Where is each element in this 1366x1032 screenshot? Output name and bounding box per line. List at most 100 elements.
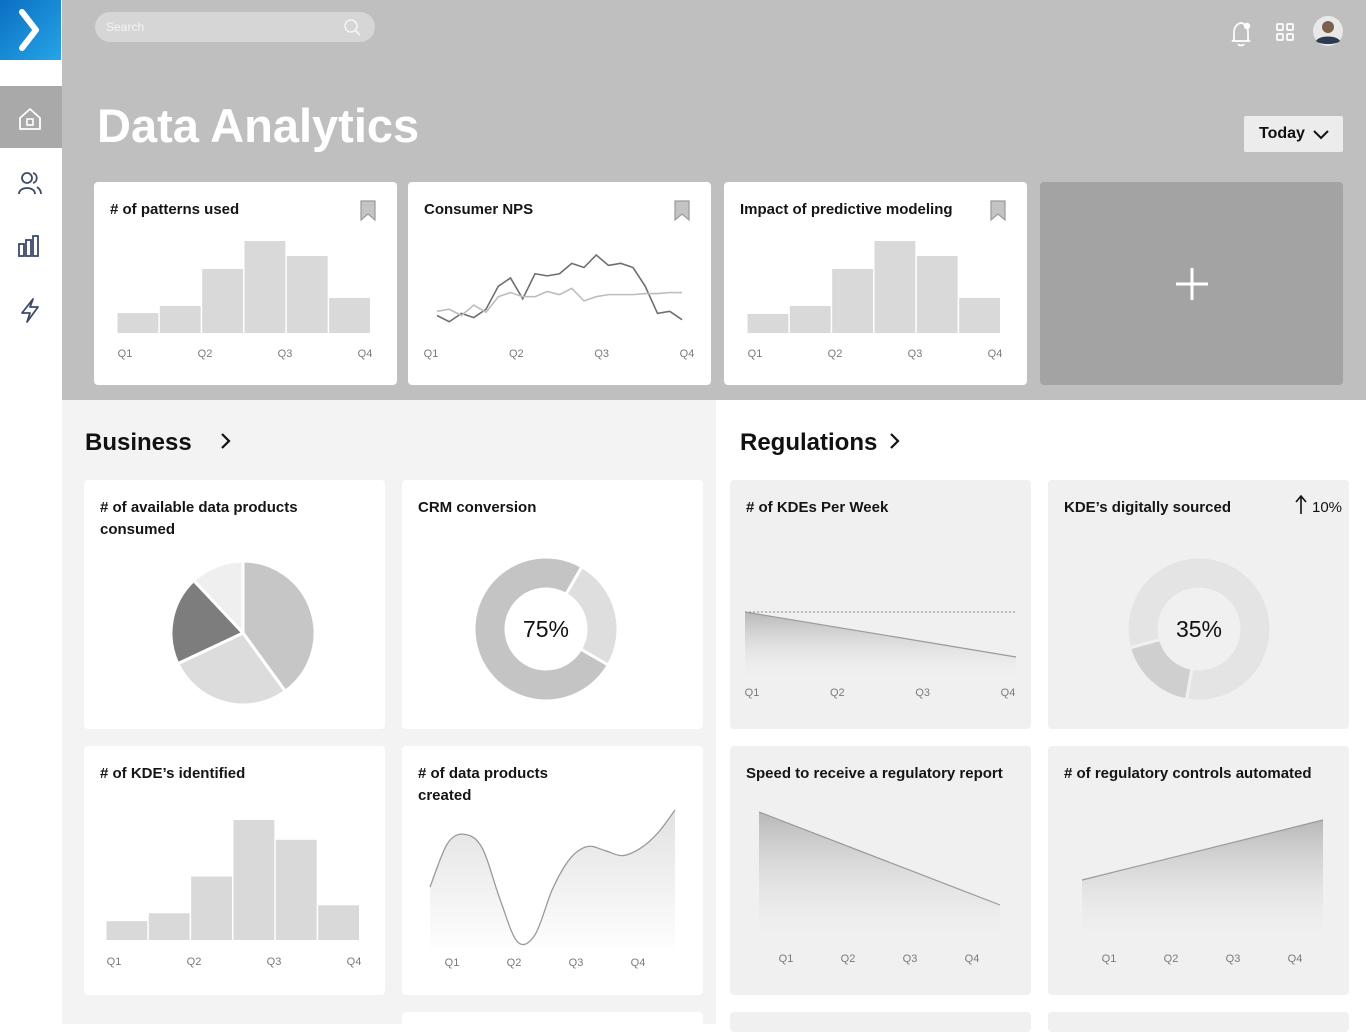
bookmark-icon[interactable] [990,200,1006,222]
bar [106,921,148,940]
plus-icon [1176,268,1208,300]
card-chart: Q1 Q2 Q3 Q4 [1081,819,1324,965]
card: CRM conversion 75% [402,480,703,729]
apps-icon[interactable] [1276,23,1294,41]
pie-slice [472,555,610,703]
bar [202,269,243,333]
x-tick-label: Q4 [965,953,980,965]
chevron [220,433,231,449]
bar [286,256,328,333]
x-tick-label: Q3 [267,956,282,968]
notifications-icon[interactable] [1231,22,1251,47]
trend-value: 10% [1312,499,1342,516]
section-chevron[interactable] [214,429,238,453]
bar [117,313,159,333]
card-placeholder [730,1012,1031,1032]
x-tick-label: Q2 [1164,953,1179,965]
x-tick-label: Q4 [631,957,646,969]
x-tick-label: Q4 [680,348,695,360]
card: # of regulatory controls automated Q1 Q2 Q3… [1048,746,1349,995]
bar [275,839,317,940]
card-chart [169,559,317,707]
area-line [1081,819,1324,881]
nav-people[interactable] [18,172,42,195]
bookmark-icon[interactable] [674,200,690,222]
x-tick-label: Q1 [779,953,794,965]
card: # of patterns used Q1 Q2 Q3 Q4 [94,182,397,385]
area-fill [759,812,1000,945]
home-icon [19,108,41,130]
search-placeholder: Search [106,20,145,34]
card: # of KDE’s identified Q1 Q2 Q3 Q4 [84,746,385,995]
bar [148,913,190,940]
bar [159,306,201,333]
card-title: # of available data products consumed [100,499,298,538]
card: # of available data products consumed [84,480,385,729]
donut-center-label: 35% [1176,616,1222,642]
search-box[interactable]: Search [95,12,375,42]
pie-slice [241,559,317,693]
x-tick-label: Q3 [903,953,918,965]
x-tick-label: Q1 [107,956,122,968]
x-tick-label: Q4 [1288,953,1303,965]
avatar[interactable] [1313,16,1343,46]
bar [747,314,789,333]
pie-slice [169,579,245,666]
x-tick-label: Q4 [988,348,1003,360]
card-title: Impact of predictive modeling [740,201,953,218]
nav-analytics[interactable] [18,235,39,257]
card-chart: Q1 Q2 Q3 Q4 [747,200,1006,360]
card-chart: Q1 Q2 Q3 Q4 [106,820,361,968]
nav-actions[interactable] [21,298,39,323]
card-title: Speed to receive a regulatory report [746,765,1003,782]
header-icons [1231,16,1343,47]
pie-slice [1128,637,1194,702]
bar [233,820,275,940]
section-heading: Business [85,429,238,457]
bar [789,306,831,333]
x-tick-label: Q4 [358,348,373,360]
home-icon-door [26,118,34,126]
x-tick-label: Q3 [1226,953,1241,965]
period-button[interactable]: Today [1244,116,1343,152]
curve-fill [430,810,675,955]
chevron [890,433,900,449]
x-tick-label: Q2 [187,956,202,968]
area-line [758,811,1001,906]
curve-line [429,809,676,946]
x-tick-label: Q3 [278,348,293,360]
logo[interactable] [0,0,61,60]
area-fill [1082,820,1323,945]
x-tick-label: Q1 [748,348,763,360]
x-tick-label: Q3 [594,348,609,360]
card: Impact of predictive modeling Q1 Q2 Q3 Q4 [724,182,1027,385]
bookmark-icon[interactable] [360,200,376,222]
pie-slice [176,631,287,707]
x-tick-label: Q2 [841,953,856,965]
donut-center-label: 75% [523,616,569,642]
card-chart: Q1 Q2 Q3 Q4 [429,809,676,969]
add-card[interactable] [1040,182,1343,385]
card-title: Consumer NPS [424,201,534,218]
card-placeholder [402,1012,703,1032]
x-tick-label: Q3 [908,348,923,360]
page-title: Data Analytics [97,99,420,152]
bar [191,876,232,940]
x-tick-label: Q1 [445,957,460,969]
nav-home-active[interactable] [0,86,62,148]
bar [959,298,1000,333]
dropdown-chevron [1313,130,1329,140]
area-line [744,611,1017,658]
x-tick-label: Q2 [828,348,843,360]
bar [916,256,958,333]
bar [244,241,286,333]
card: # of data products created Q1 Q2 Q3 Q4 [402,746,703,995]
x-tick-label: Q1 [745,687,760,699]
bar [874,241,916,333]
x-tick-label: Q1 [118,348,133,360]
card-title: # of regulatory controls automated [1064,765,1312,782]
card: Consumer NPS Q1 Q2 Q3 Q4 [408,182,711,385]
card-title: # of data products created [418,765,549,804]
section-chevron[interactable] [883,429,907,453]
